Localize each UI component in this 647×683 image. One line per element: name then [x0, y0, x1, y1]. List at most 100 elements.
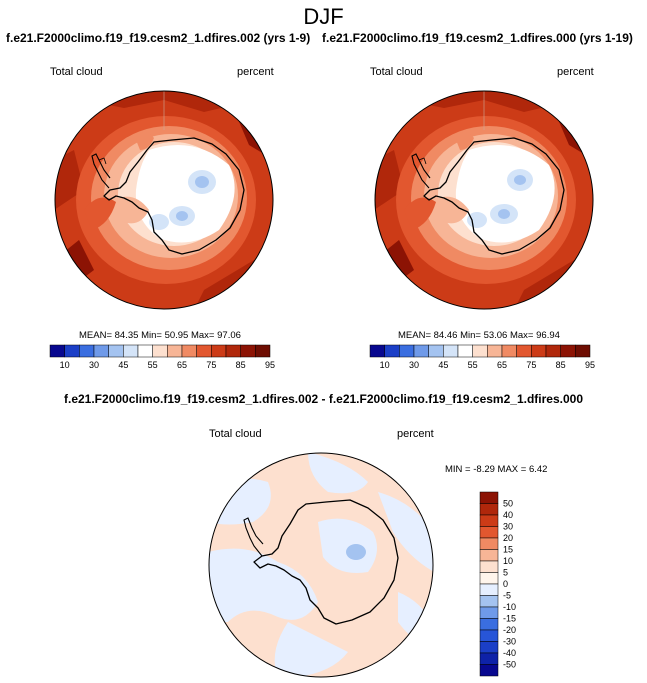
- diff-polar-map: [208, 452, 434, 678]
- panel2-min-label: Min=: [460, 330, 481, 341]
- panel1-max-value: 97.06: [217, 330, 241, 341]
- diff-colorbar-swatch-1: [479, 503, 499, 516]
- panel1-colorbar-tick-label: 30: [89, 360, 99, 370]
- panel1-min-value: 50.95: [164, 330, 189, 341]
- diff-colorbar-tick-label: 0: [503, 579, 508, 589]
- panel1-colorbar-swatch-6: [137, 344, 153, 358]
- panel1-colorbar-swatch-11: [211, 344, 227, 358]
- panel2-colorbar: 10 30 45 55 65 75 85 95: [369, 344, 595, 370]
- diff-colorbar-tick-label: -10: [503, 602, 516, 612]
- panel2-polar-map: [374, 90, 594, 310]
- panel2-colorbar-swatch-12: [545, 344, 561, 358]
- panel2-colorbar-swatch-5: [443, 344, 459, 358]
- diff-colorbar-tick-label: 50: [503, 499, 513, 509]
- panel2-colorbar-swatch-13: [560, 344, 576, 358]
- diff-colorbar-swatch-2: [479, 514, 499, 527]
- diff-colorbar-tick-label: -40: [503, 648, 516, 658]
- diff-colorbar-swatch-7: [479, 572, 499, 585]
- panel2-colorbar-tick-label: 75: [526, 360, 536, 370]
- diff-variable-label: Total cloud: [209, 428, 262, 440]
- panel2-colorbar-swatch-1: [384, 344, 400, 358]
- panel1-polar-map: [54, 90, 274, 310]
- panel1-colorbar-swatch-8: [167, 344, 183, 358]
- panel1-max-label: Max=: [190, 330, 215, 341]
- diff-colorbar-tick-label: -50: [503, 660, 516, 670]
- panel2-colorbar-tick-label: 65: [497, 360, 507, 370]
- diff-colorbar-tick-label: 30: [503, 522, 513, 532]
- diff-colorbar-swatch-6: [479, 560, 499, 573]
- panel1-colorbar-swatch-12: [225, 344, 241, 358]
- panel2-variable-label: Total cloud: [370, 66, 423, 78]
- diff-colorbar-swatch-13: [479, 641, 499, 654]
- diff-units-label: percent: [397, 428, 434, 440]
- panel2-stats: MEAN= 84.46 Min= 53.06 Max= 96.94: [398, 330, 560, 341]
- diff-title: f.e21.F2000climo.f19_f19.cesm2_1.dfires.…: [64, 392, 583, 406]
- panel1-colorbar-swatch-13: [240, 344, 256, 358]
- panel2-colorbar-tick-label: 10: [380, 360, 390, 370]
- panel1-colorbar-swatch-14: [255, 344, 271, 358]
- panel2-units-label: percent: [557, 66, 594, 78]
- panel1-colorbar: 10 30 45 55 65 75 85 95: [49, 344, 275, 370]
- diff-colorbar-tick-label: -20: [503, 625, 516, 635]
- panel2-colorbar-swatch-6: [457, 344, 473, 358]
- panel1-colorbar-swatch-1: [64, 344, 80, 358]
- panel2-max-value: 96.94: [536, 330, 560, 341]
- diff-colorbar-tick-label: -30: [503, 637, 516, 647]
- panel2-colorbar-tick-label: 30: [409, 360, 419, 370]
- diff-max-value: 6.42: [528, 464, 548, 475]
- diff-colorbar-swatch-10: [479, 606, 499, 619]
- panel1-colorbar-tick-label: 10: [60, 360, 70, 370]
- panel1-units-label: percent: [237, 66, 274, 78]
- panel1-colorbar-swatch-10: [196, 344, 212, 358]
- diff-colorbar-tick-label: 40: [503, 510, 513, 520]
- diff-max-label: MAX =: [497, 464, 527, 475]
- diff-colorbar-tick-label: 20: [503, 533, 513, 543]
- panel1-mean-value: 84.35: [114, 330, 139, 341]
- diff-colorbar-tick-label: -15: [503, 614, 516, 624]
- panel2-max-label: Max=: [509, 330, 534, 341]
- panel2-colorbar-tick-label: 55: [468, 360, 478, 370]
- panel2-mean-label: MEAN=: [398, 330, 431, 341]
- diff-colorbar-tick-label: 15: [503, 545, 513, 555]
- panel1-colorbar-swatch-7: [152, 344, 168, 358]
- panel2-colorbar-tick-label: 95: [585, 360, 595, 370]
- page-title: DJF: [303, 4, 344, 29]
- diff-colorbar-tick-label: -5: [503, 591, 511, 601]
- panel1-colorbar-swatch-4: [108, 344, 124, 358]
- diff-colorbar-tick-label: 5: [503, 568, 508, 578]
- panel2-colorbar-swatch-4: [428, 344, 444, 358]
- panel1-colorbar-swatch-3: [93, 344, 109, 358]
- panel2-colorbar-swatch-11: [531, 344, 547, 358]
- diff-colorbar-swatch-11: [479, 618, 499, 631]
- diff-colorbar-swatch-0: [479, 491, 499, 504]
- diff-colorbar-tick-label: 10: [503, 556, 513, 566]
- diff-stats: MIN = -8.29 MAX = 6.42: [445, 464, 547, 475]
- panel2-colorbar-swatch-14: [575, 344, 591, 358]
- panel2-colorbar-swatch-2: [399, 344, 415, 358]
- diff-min-value: -8.29: [473, 464, 495, 475]
- diff-colorbar-swatch-3: [479, 526, 499, 539]
- panel2-colorbar-swatch-8: [487, 344, 503, 358]
- panel2-colorbar-swatch-10: [516, 344, 532, 358]
- panel1-mean-label: MEAN=: [79, 330, 112, 341]
- panel2-colorbar-tick-label: 85: [556, 360, 566, 370]
- panel1-colorbar-tick-label: 85: [236, 360, 246, 370]
- panel1-colorbar-swatch-9: [181, 344, 197, 358]
- diff-colorbar-swatch-5: [479, 549, 499, 562]
- panel1-colorbar-swatch-2: [79, 344, 95, 358]
- diff-min-label: MIN =: [445, 464, 471, 475]
- panel1-colorbar-tick-label: 95: [265, 360, 275, 370]
- panel1-colorbar-tick-label: 75: [206, 360, 216, 370]
- panel1-colorbar-tick-label: 55: [148, 360, 158, 370]
- panel2-min-value: 53.06: [483, 330, 508, 341]
- panel1-colorbar-tick-label: 65: [177, 360, 187, 370]
- panel1-variable-label: Total cloud: [50, 66, 103, 78]
- panel2-colorbar-swatch-9: [501, 344, 517, 358]
- panel1-min-label: Min=: [141, 330, 162, 341]
- diff-colorbar-swatch-12: [479, 629, 499, 642]
- panel2-colorbar-swatch-0: [369, 344, 385, 358]
- panel1-colorbar-tick-label: 45: [118, 360, 128, 370]
- diff-colorbar-swatch-4: [479, 537, 499, 550]
- panel1-colorbar-swatch-0: [49, 344, 65, 358]
